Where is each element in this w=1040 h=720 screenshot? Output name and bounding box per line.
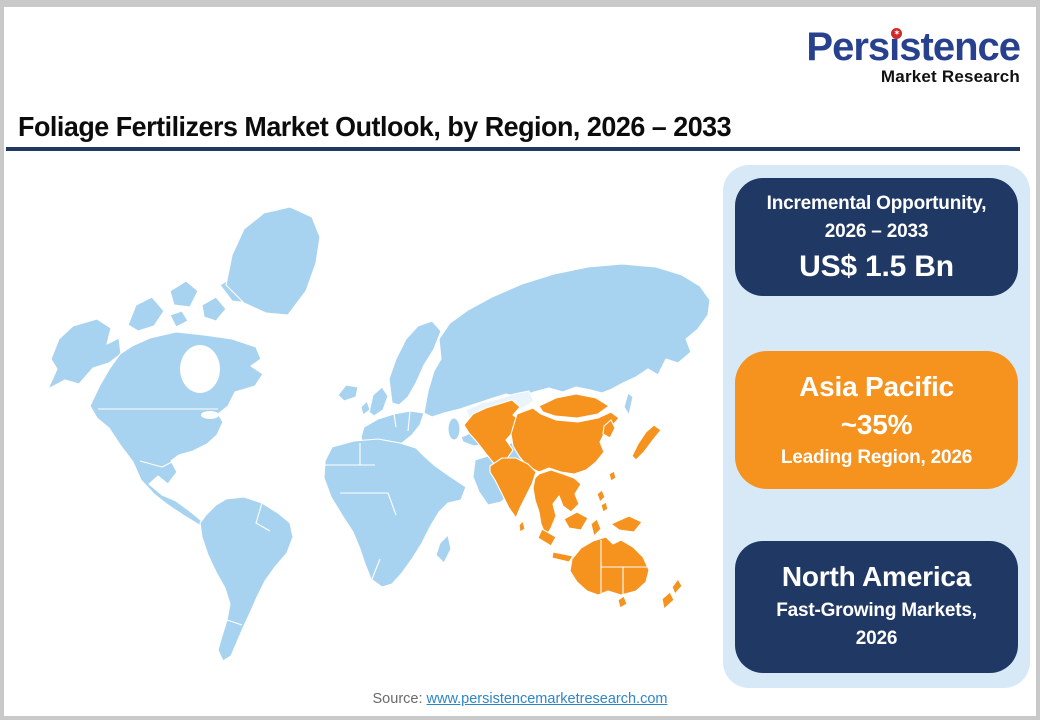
incremental-opportunity-label-line2: 2026 – 2033 [824, 221, 929, 242]
stat-card-fast-growing-market: North America Fast-Growing Markets, 2026 [735, 541, 1018, 673]
source-label: Source: [372, 691, 427, 707]
leading-region-caption: Leading Region, 2026 [780, 447, 973, 468]
source-link[interactable]: www.persistencemarketresearch.com [426, 691, 668, 707]
map-region-asia-pacific [463, 393, 683, 610]
stats-panel: Incremental Opportunity, 2026 – 2033 US$… [723, 165, 1030, 688]
logo-brand-text: Persistence ✶ [806, 25, 1021, 69]
leading-region-share: ~35% [840, 409, 913, 440]
fast-growing-region-name: North America [781, 561, 972, 592]
logo-star-icon: ✶ [891, 28, 903, 39]
stat-card-incremental-opportunity: Incremental Opportunity, 2026 – 2033 US$… [735, 178, 1018, 296]
stat-card-leading-region: Asia Pacific ~35% Leading Region, 2026 [735, 351, 1018, 489]
page-title: Foliage Fertilizers Market Outlook, by R… [18, 111, 732, 142]
incremental-opportunity-label-line1: Incremental Opportunity, [766, 193, 987, 214]
map-country-borders [98, 408, 648, 626]
leading-region-name: Asia Pacific [799, 371, 954, 402]
source-line: Source: www.persistencemarketresearch.co… [4, 691, 1036, 707]
fast-growing-caption-line1: Fast-Growing Markets, [776, 600, 977, 621]
map-inland-seas [180, 345, 220, 419]
fast-growing-caption-line2: 2026 [855, 628, 898, 649]
world-map [47, 206, 711, 662]
logo-brand-word: Persistence [806, 25, 1021, 69]
incremental-opportunity-value: US$ 1.5 Bn [799, 250, 954, 283]
title-underline [6, 147, 1020, 151]
logo: Persistence ✶ Market Research [806, 25, 1021, 86]
logo-subtitle: Market Research [880, 67, 1020, 86]
